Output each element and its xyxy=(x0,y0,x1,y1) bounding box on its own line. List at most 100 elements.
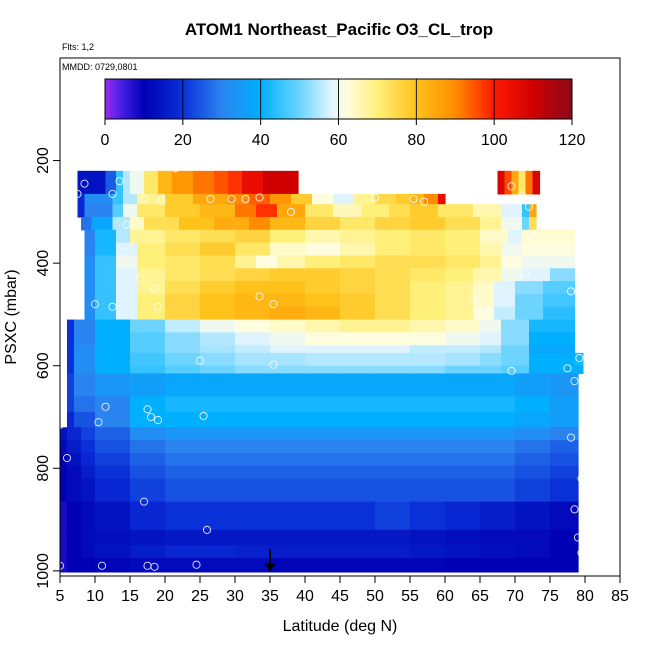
heatmap-cell xyxy=(480,440,516,454)
colorbar-tick-label: 60 xyxy=(330,132,348,149)
heatmap-cell xyxy=(515,293,544,308)
x-tick-label: 30 xyxy=(226,588,244,605)
x-tick-label: 10 xyxy=(86,588,104,605)
heatmap-cells xyxy=(60,170,584,573)
heatmap-cell xyxy=(340,255,376,269)
heatmap-cell xyxy=(116,306,138,321)
heatmap-cell xyxy=(165,478,201,503)
heatmap-cell xyxy=(74,373,96,398)
heatmap-cell xyxy=(249,193,271,205)
heatmap-cell xyxy=(501,242,523,257)
heatmap-cell xyxy=(515,440,551,454)
sample-point xyxy=(150,284,159,293)
sample-point xyxy=(577,474,586,483)
heatmap-cell xyxy=(305,268,341,282)
sample-point xyxy=(370,193,380,202)
heatmap-cell xyxy=(445,501,481,531)
heatmap-cell xyxy=(200,465,236,480)
heatmap-cell xyxy=(305,545,341,559)
heatmap-cell xyxy=(375,465,411,480)
heatmap-cell xyxy=(95,501,131,531)
heatmap-cell xyxy=(95,242,117,257)
heatmap-cell xyxy=(165,427,201,441)
heatmap-cell xyxy=(305,352,341,367)
heatmap-cell xyxy=(501,319,530,333)
heatmap-cell xyxy=(375,193,397,205)
heatmap-cell xyxy=(550,373,579,398)
heatmap-cell xyxy=(522,204,530,218)
heatmap-cell xyxy=(291,193,313,205)
heatmap-cell xyxy=(543,306,576,321)
heatmap-cell xyxy=(130,558,166,573)
heatmap-cell xyxy=(410,440,446,454)
heatmap-cell xyxy=(60,501,68,531)
heatmap-cell xyxy=(410,529,446,546)
heatmap-cell xyxy=(445,242,481,257)
x-tick-label: 50 xyxy=(366,588,384,605)
heatmap-cell xyxy=(522,229,576,244)
x-tick-label: 15 xyxy=(121,588,139,605)
heatmap-cell xyxy=(95,332,131,346)
heatmap-cell xyxy=(74,365,96,375)
heatmap-cell xyxy=(200,396,236,413)
heatmap-cell xyxy=(60,465,68,480)
heatmap-cell xyxy=(270,558,306,573)
heatmap-cell xyxy=(305,365,341,375)
heatmap-cell xyxy=(165,558,201,573)
heatmap-cell xyxy=(438,204,474,218)
heatmap-cell xyxy=(165,501,201,531)
heatmap-cell xyxy=(550,545,579,559)
heatmap-cell xyxy=(165,306,201,321)
heatmap-cell xyxy=(305,478,341,503)
heatmap-cell xyxy=(165,255,201,269)
y-axis-label: PSXC (mbar) xyxy=(3,269,20,364)
heatmap-cell xyxy=(340,373,376,398)
heatmap-cell xyxy=(200,529,236,546)
heatmap-cell xyxy=(574,352,584,367)
heatmap-cell xyxy=(130,396,166,413)
heatmap-cell xyxy=(91,216,114,231)
heatmap-cell xyxy=(410,281,446,295)
heatmap-cell xyxy=(60,478,68,503)
heatmap-cell xyxy=(445,427,481,441)
heatmap-cell xyxy=(375,268,411,282)
heatmap-cell xyxy=(165,332,201,346)
sample-point xyxy=(115,177,124,186)
sample-point xyxy=(575,353,584,363)
sample-point xyxy=(566,433,576,442)
x-tick-label: 85 xyxy=(611,588,629,605)
heatmap-cell xyxy=(95,345,131,354)
heatmap-cell xyxy=(130,345,166,354)
heatmap-cell xyxy=(480,427,516,441)
heatmap-cell xyxy=(480,558,516,573)
sample-point xyxy=(241,194,250,204)
heatmap-cell xyxy=(501,204,523,218)
heatmap-cell xyxy=(81,501,96,531)
heatmap-cell xyxy=(67,332,75,346)
heatmap-cell xyxy=(200,281,236,295)
heatmap-cell xyxy=(81,478,96,503)
chart-title: ATOM1 Northeast_Pacific O3_CL_trop xyxy=(185,20,493,39)
heatmap-cell xyxy=(305,345,341,354)
sample-point xyxy=(269,300,278,309)
heatmap-cell xyxy=(543,293,576,308)
heatmap-cell xyxy=(445,293,474,308)
heatmap-cell xyxy=(235,306,271,321)
x-tick-label: 70 xyxy=(506,588,524,605)
sample-point xyxy=(419,197,429,206)
heatmap-cell xyxy=(277,255,306,269)
sample-point xyxy=(507,366,516,375)
heatmap-cell xyxy=(165,396,201,413)
sample-point xyxy=(517,191,527,200)
heatmap-cell xyxy=(256,255,278,269)
heatmap-cell xyxy=(270,452,306,467)
heatmap-cell xyxy=(375,306,411,321)
heatmap-cell xyxy=(200,332,236,346)
heatmap-cell xyxy=(340,452,376,467)
x-axis-label: Latitude (deg N) xyxy=(283,618,398,635)
heatmap-cell xyxy=(144,216,180,231)
heatmap-cell xyxy=(410,545,446,559)
heatmap-cell xyxy=(522,242,576,257)
heatmap-cell xyxy=(81,440,96,454)
heatmap-cell xyxy=(305,411,341,428)
